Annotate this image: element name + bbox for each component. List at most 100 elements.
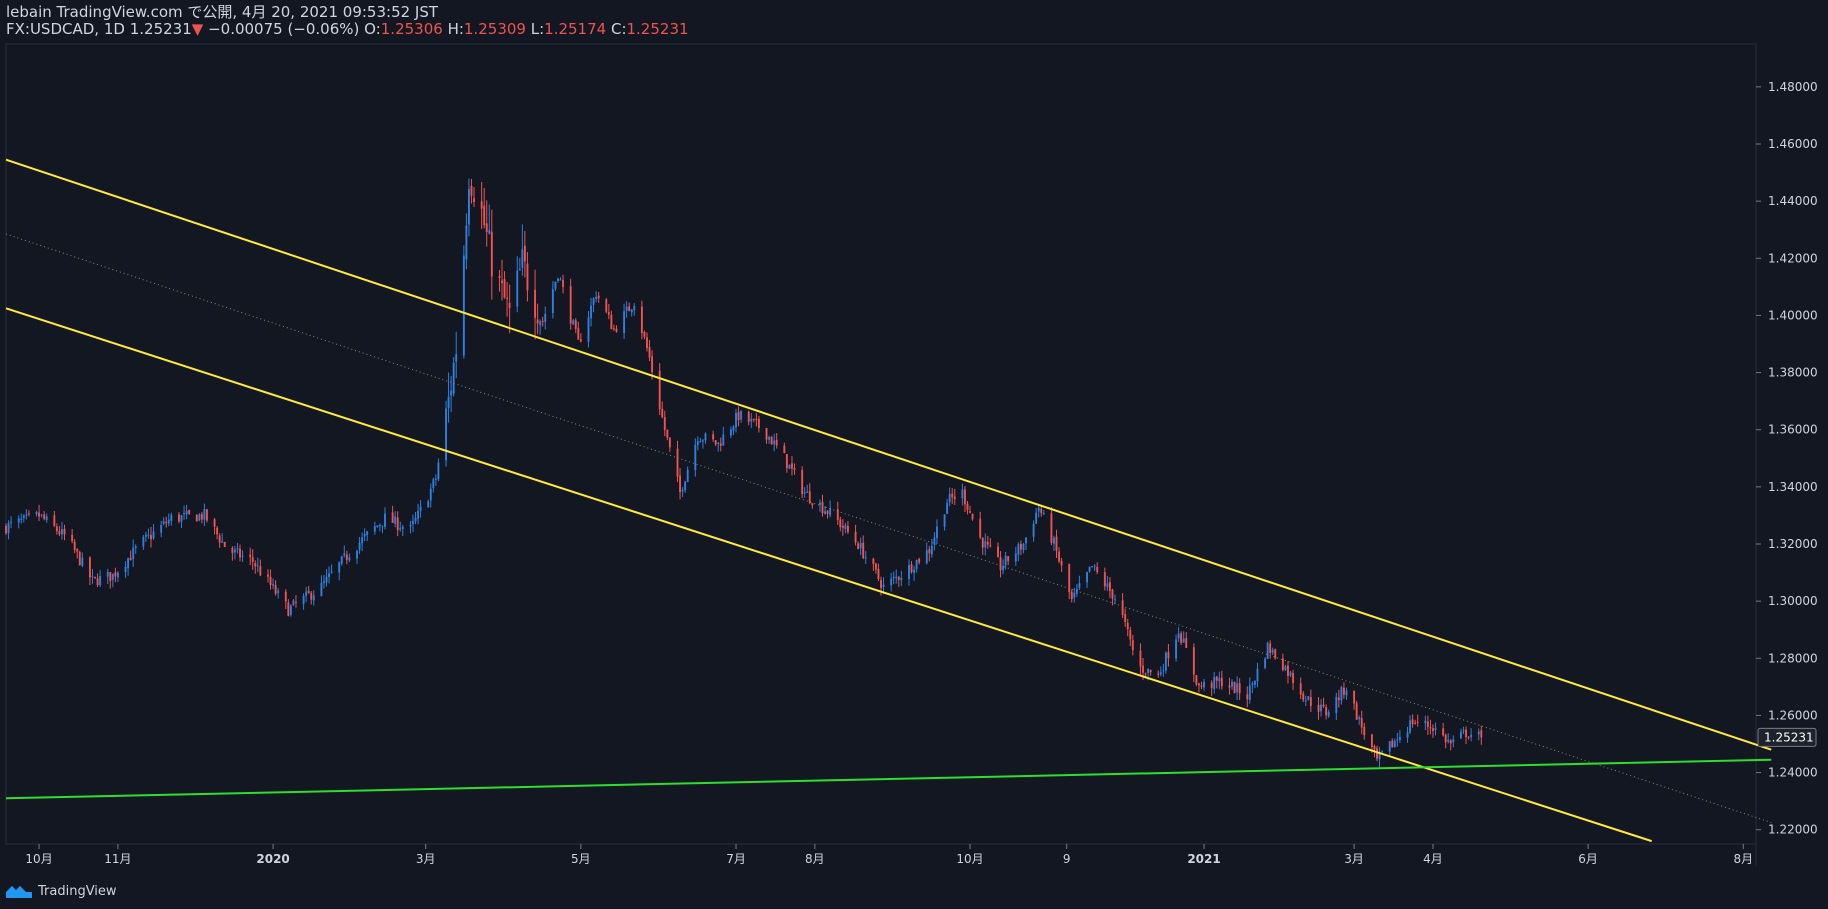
candle-body xyxy=(322,581,325,584)
candle-body xyxy=(455,354,458,362)
candle-body xyxy=(1055,536,1058,551)
candle-body xyxy=(577,328,580,340)
candle-body xyxy=(633,306,636,311)
candle-body xyxy=(1253,680,1256,685)
candle-body xyxy=(704,433,707,441)
candle-body xyxy=(646,337,648,349)
candle-body xyxy=(409,524,412,527)
candle-body xyxy=(147,534,150,536)
candle-body xyxy=(661,408,664,417)
candle-body xyxy=(508,302,511,309)
candle-body xyxy=(824,511,826,514)
time-tick-label: 11月 xyxy=(104,852,131,866)
candle-body xyxy=(1414,722,1417,724)
price-tick-label: 1.44000 xyxy=(1768,194,1818,208)
candle-body xyxy=(1281,658,1284,670)
candle-body xyxy=(462,255,465,356)
candle-body xyxy=(452,362,455,394)
candle-body xyxy=(874,563,877,570)
candle-body xyxy=(1335,696,1338,714)
candle-body xyxy=(1264,658,1267,668)
candle-body xyxy=(1393,740,1396,748)
trendline-support[interactable] xyxy=(5,758,1772,800)
candle-body xyxy=(882,584,885,588)
candle-body xyxy=(132,547,135,560)
candle-body xyxy=(170,515,173,521)
candle-body xyxy=(1091,566,1094,568)
plot-area[interactable] xyxy=(5,43,1757,845)
candle-body xyxy=(1309,696,1312,706)
candle-body xyxy=(1167,652,1170,659)
candle-body xyxy=(1447,739,1450,742)
candle-body xyxy=(10,521,13,523)
candle-body xyxy=(38,512,41,517)
candle-body xyxy=(628,306,631,312)
candle-body xyxy=(752,418,755,420)
candle-body xyxy=(757,418,760,429)
candle-body xyxy=(1114,599,1116,601)
candle-body xyxy=(1376,748,1378,759)
candle-body xyxy=(401,526,404,529)
change-value: −0.00075 (−0.06%) xyxy=(208,20,360,38)
chart-header: lebain TradingView.com で公開, 4月 20, 2021 … xyxy=(6,4,689,38)
candle-body xyxy=(501,280,503,283)
symbol-label[interactable]: FX:USDCAD, 1D xyxy=(6,20,125,38)
trendline-channel-middle[interactable] xyxy=(5,233,1772,824)
candle-body xyxy=(239,548,241,558)
candle-body xyxy=(1142,665,1144,673)
price-axis[interactable]: 1.22000 1.24000 1.26000 1.28000 1.30000 1.320… xyxy=(1756,80,1818,837)
candle-body xyxy=(694,444,697,470)
candle-body xyxy=(821,501,824,514)
candle-body xyxy=(414,517,417,522)
candle-body xyxy=(1271,649,1274,653)
candle-body xyxy=(1355,703,1358,720)
candle-body xyxy=(99,575,102,586)
candle-body xyxy=(1416,721,1419,723)
candle-body xyxy=(666,429,669,438)
time-tick-label: 3月 xyxy=(1344,852,1364,866)
candle-body xyxy=(127,558,130,569)
candle-body xyxy=(1360,718,1363,728)
candle-body xyxy=(712,434,715,440)
candle-body xyxy=(1236,683,1239,693)
candle-body xyxy=(205,509,208,521)
candle-body xyxy=(841,525,844,528)
candle-body xyxy=(1108,582,1111,591)
candle-body xyxy=(312,595,315,601)
candle-body xyxy=(1462,730,1465,732)
candle-body xyxy=(948,493,951,502)
candle-body xyxy=(81,557,84,566)
candle-body xyxy=(432,479,435,488)
candle-body xyxy=(27,513,30,515)
candle-body xyxy=(803,492,806,494)
candle-body xyxy=(1345,690,1348,696)
candle-body xyxy=(185,511,188,515)
candle-body xyxy=(679,475,682,492)
candle-body xyxy=(1304,700,1307,702)
candle-body xyxy=(1185,638,1188,648)
candle-body xyxy=(1378,752,1381,760)
candle-body xyxy=(88,557,91,578)
time-axis[interactable]: 10月 11月 2020 3月 5月 7月 8月 10月 9 2021 3月 4月 6月 8月 xyxy=(25,844,1753,866)
candle-body xyxy=(1042,513,1045,515)
candle-body xyxy=(160,524,163,533)
time-tick-label: 2020 xyxy=(256,852,289,866)
candle-body xyxy=(1025,537,1027,544)
candle-body xyxy=(1037,507,1040,512)
candle-body xyxy=(1111,589,1114,599)
candle-body xyxy=(361,537,364,544)
candle-body xyxy=(447,396,450,408)
trendline-channel-upper[interactable] xyxy=(5,158,1772,751)
price-tick-label: 1.24000 xyxy=(1768,766,1818,780)
candle-body xyxy=(1246,694,1249,700)
candle-body xyxy=(1465,729,1467,738)
candle-body xyxy=(569,286,572,324)
candle-body xyxy=(419,506,422,511)
candle-body xyxy=(900,577,903,581)
trendline-channel-lower[interactable] xyxy=(5,307,1653,843)
candle-body xyxy=(259,566,262,576)
candle-body xyxy=(381,525,384,527)
time-tick-label: 10月 xyxy=(25,852,52,866)
candle-body xyxy=(1096,566,1099,572)
